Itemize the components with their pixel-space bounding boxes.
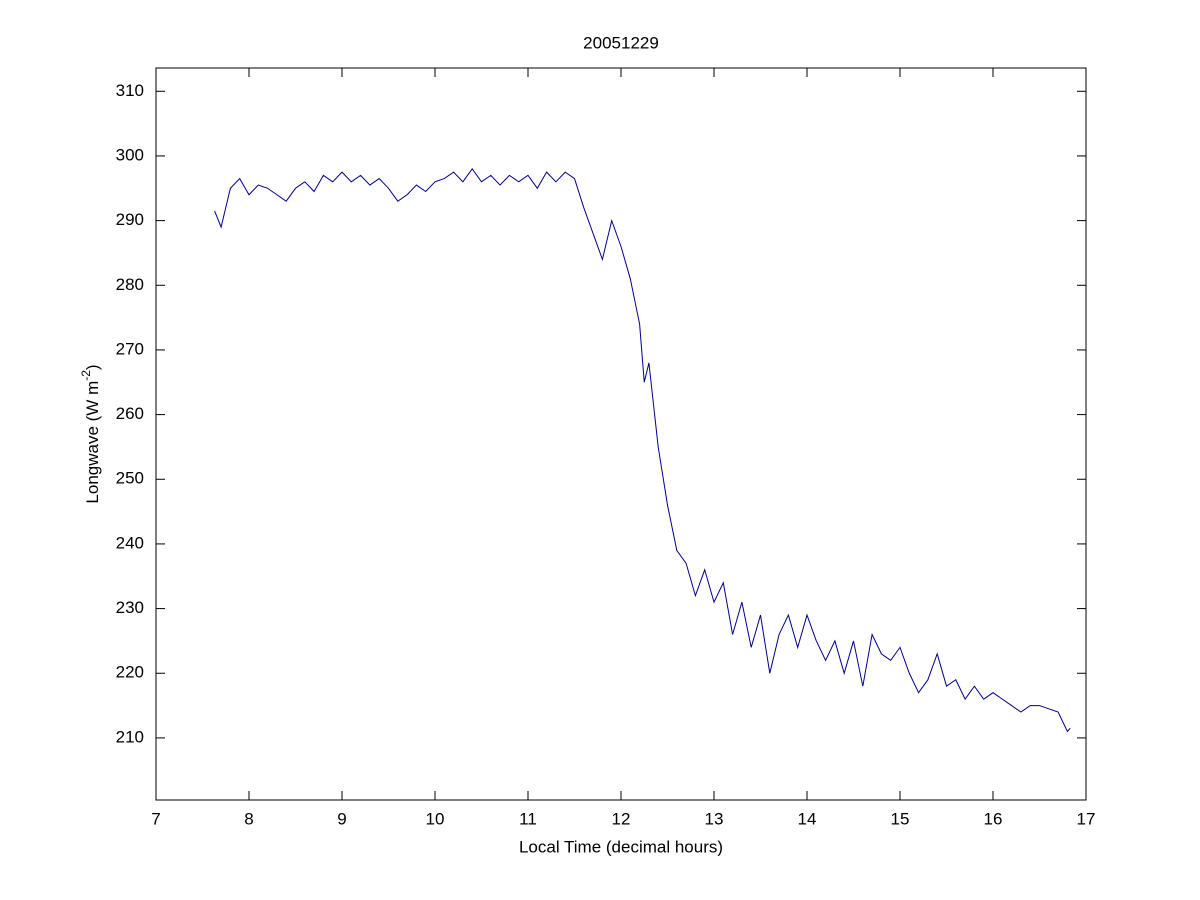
x-tick-label: 9 — [337, 809, 346, 828]
y-label-end: ) — [83, 364, 102, 370]
x-tick-label: 7 — [151, 809, 160, 828]
y-tick-label: 310 — [116, 81, 144, 100]
y-tick-label: 300 — [116, 145, 144, 164]
y-label-exponent: -2 — [79, 370, 93, 381]
y-tick-label: 230 — [116, 598, 144, 617]
x-tick-label: 11 — [519, 809, 537, 828]
plot-frame — [155, 67, 1087, 801]
x-tick-label: 10 — [426, 809, 445, 828]
y-label-main: Longwave (W m — [83, 381, 102, 504]
chart-title: 20051229 — [583, 33, 659, 52]
y-tick-label: 290 — [116, 210, 144, 229]
y-tick-label: 270 — [116, 339, 144, 358]
y-tick-label: 240 — [116, 533, 144, 552]
y-tick-label: 280 — [116, 275, 144, 294]
x-tick-label: 13 — [705, 809, 724, 828]
x-tick-label: 16 — [984, 809, 1003, 828]
x-tick-label: 14 — [798, 809, 817, 828]
x-tick-label: 8 — [244, 809, 253, 828]
y-tick-label: 220 — [116, 663, 144, 682]
data-line — [214, 168, 1071, 733]
y-tick-label: 210 — [116, 727, 144, 746]
x-tick-label: 17 — [1077, 809, 1096, 828]
x-tick-label: 12 — [612, 809, 631, 828]
x-tick-label: 15 — [891, 809, 910, 828]
y-axis-label: Longwave (W m-2) — [79, 364, 102, 503]
y-tick-label: 260 — [116, 404, 144, 423]
y-tick-label: 250 — [116, 469, 144, 488]
x-axis-label: Local Time (decimal hours) — [519, 837, 723, 856]
